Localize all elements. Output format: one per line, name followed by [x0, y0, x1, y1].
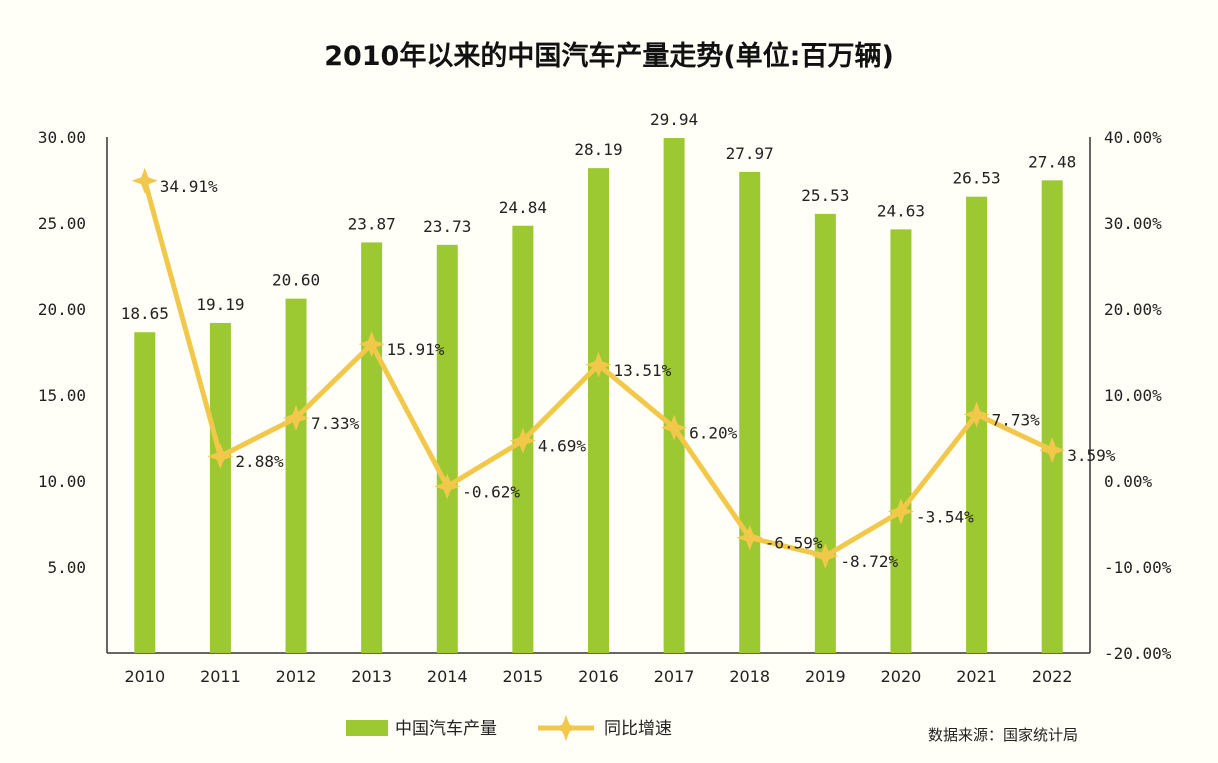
- growth-marker: [661, 414, 688, 441]
- growth-label: 3.59%: [1067, 446, 1116, 465]
- x-tick-label: 2018: [729, 667, 770, 686]
- data-source: 数据来源：国家统计局: [928, 726, 1078, 744]
- production-bar-label: 19.19: [196, 295, 244, 314]
- growth-line-layer: 34.91% 2.88% 7.33% 15.91% -0.62% 4.69% 13.51% 6…: [131, 167, 1116, 571]
- production-bar-label: 24.84: [499, 198, 547, 217]
- production-bar: [134, 332, 156, 653]
- right-axis-ticks: -20.00% -10.00% 0.00% 10.00% 20.00% 30.00% 40.…: [1104, 128, 1172, 663]
- left-tick-label: 30.00: [38, 128, 86, 147]
- production-bar: [814, 213, 836, 653]
- right-tick-label: 40.00%: [1104, 128, 1162, 147]
- production-bar-label: 23.73: [423, 217, 471, 236]
- growth-marker: [736, 524, 763, 551]
- production-bar: [436, 244, 458, 653]
- left-tick-label: 15.00: [38, 386, 86, 405]
- production-bar-label: 23.87: [348, 214, 396, 233]
- right-tick-label: 20.00%: [1104, 300, 1162, 319]
- growth-label: 7.33%: [311, 414, 360, 433]
- x-axis-ticks: 2010 2011 2012 2013 2014 2015 2016 2017 2018 2019…: [124, 667, 1072, 686]
- production-bar: [285, 298, 307, 653]
- production-bar: [361, 242, 383, 653]
- right-tick-label: -10.00%: [1104, 558, 1172, 577]
- legend-bar-label: 中国汽车产量: [395, 719, 497, 739]
- production-bar-label: 27.97: [726, 144, 774, 163]
- x-tick-label: 2017: [654, 667, 695, 686]
- growth-label: 6.20%: [689, 424, 738, 443]
- growth-marker: [283, 404, 310, 431]
- production-bar: [1041, 180, 1063, 653]
- production-bar-label: 18.65: [121, 304, 169, 323]
- production-bar-label: 25.53: [801, 186, 849, 205]
- production-bar: [890, 229, 912, 653]
- growth-label: -6.59%: [765, 534, 823, 553]
- legend: 中国汽车产量 同比增速: [346, 715, 672, 741]
- growth-marker: [207, 443, 234, 470]
- x-tick-label: 2022: [1032, 667, 1073, 686]
- left-tick-label: 25.00: [38, 214, 86, 233]
- production-bar: [663, 138, 685, 654]
- left-tick-label: 10.00: [38, 472, 86, 491]
- production-bar-label: 26.53: [952, 169, 1000, 188]
- growth-label: -0.62%: [462, 482, 520, 501]
- growth-marker: [358, 331, 385, 358]
- x-tick-label: 2013: [351, 667, 392, 686]
- x-tick-label: 2012: [276, 667, 317, 686]
- growth-marker: [1039, 437, 1066, 464]
- growth-label: 34.91%: [160, 177, 218, 196]
- x-tick-label: 2010: [124, 667, 165, 686]
- legend-bar-swatch: [346, 720, 388, 736]
- left-tick-label: 20.00: [38, 300, 86, 319]
- growth-label: 15.91%: [387, 340, 445, 359]
- x-tick-label: 2016: [578, 667, 619, 686]
- growth-label: 4.69%: [538, 437, 587, 456]
- left-axis-ticks: 5.00 10.00 15.00 20.00 25.00 30.00: [38, 128, 86, 577]
- production-bar-label: 27.48: [1028, 152, 1076, 171]
- right-tick-label: 10.00%: [1104, 386, 1162, 405]
- growth-marker: [963, 401, 990, 428]
- bar-labels: 18.65 19.19 20.60 23.87 23.73 24.84 28.19 29.94…: [121, 110, 1077, 323]
- growth-marker: [434, 473, 461, 500]
- x-tick-label: 2020: [881, 667, 922, 686]
- x-tick-label: 2015: [503, 667, 544, 686]
- production-bar-label: 29.94: [650, 110, 698, 129]
- legend-star-shape: [553, 715, 579, 741]
- right-tick-label: -20.00%: [1104, 644, 1172, 663]
- growth-marker: [131, 167, 158, 194]
- growth-label: 2.88%: [235, 452, 284, 471]
- production-bar-label: 20.60: [272, 271, 320, 290]
- growth-marker: [887, 498, 914, 525]
- production-bar: [588, 168, 609, 653]
- growth-label: 13.51%: [614, 361, 672, 380]
- right-tick-label: 30.00%: [1104, 214, 1162, 233]
- production-bar-label: 28.19: [574, 140, 622, 159]
- left-tick-label: 5.00: [47, 558, 86, 577]
- production-bar: [209, 322, 231, 653]
- growth-marker: [585, 351, 612, 378]
- growth-marker: [812, 542, 839, 569]
- legend-line-label: 同比增速: [604, 719, 672, 739]
- x-tick-label: 2021: [956, 667, 997, 686]
- production-bar-label: 24.63: [877, 201, 925, 220]
- x-tick-label: 2014: [427, 667, 468, 686]
- chart-title: 2010年以来的中国汽车产量走势(单位:百万辆): [324, 40, 894, 72]
- growth-label: 7.73%: [992, 411, 1041, 430]
- x-tick-label: 2011: [200, 667, 241, 686]
- legend-star-icon: [553, 715, 579, 741]
- production-bar: [739, 171, 761, 653]
- growth-label: -3.54%: [916, 507, 974, 526]
- x-tick-label: 2019: [805, 667, 846, 686]
- growth-marker: [509, 427, 536, 454]
- right-tick-label: 0.00%: [1104, 472, 1153, 491]
- growth-label: -8.72%: [840, 552, 898, 571]
